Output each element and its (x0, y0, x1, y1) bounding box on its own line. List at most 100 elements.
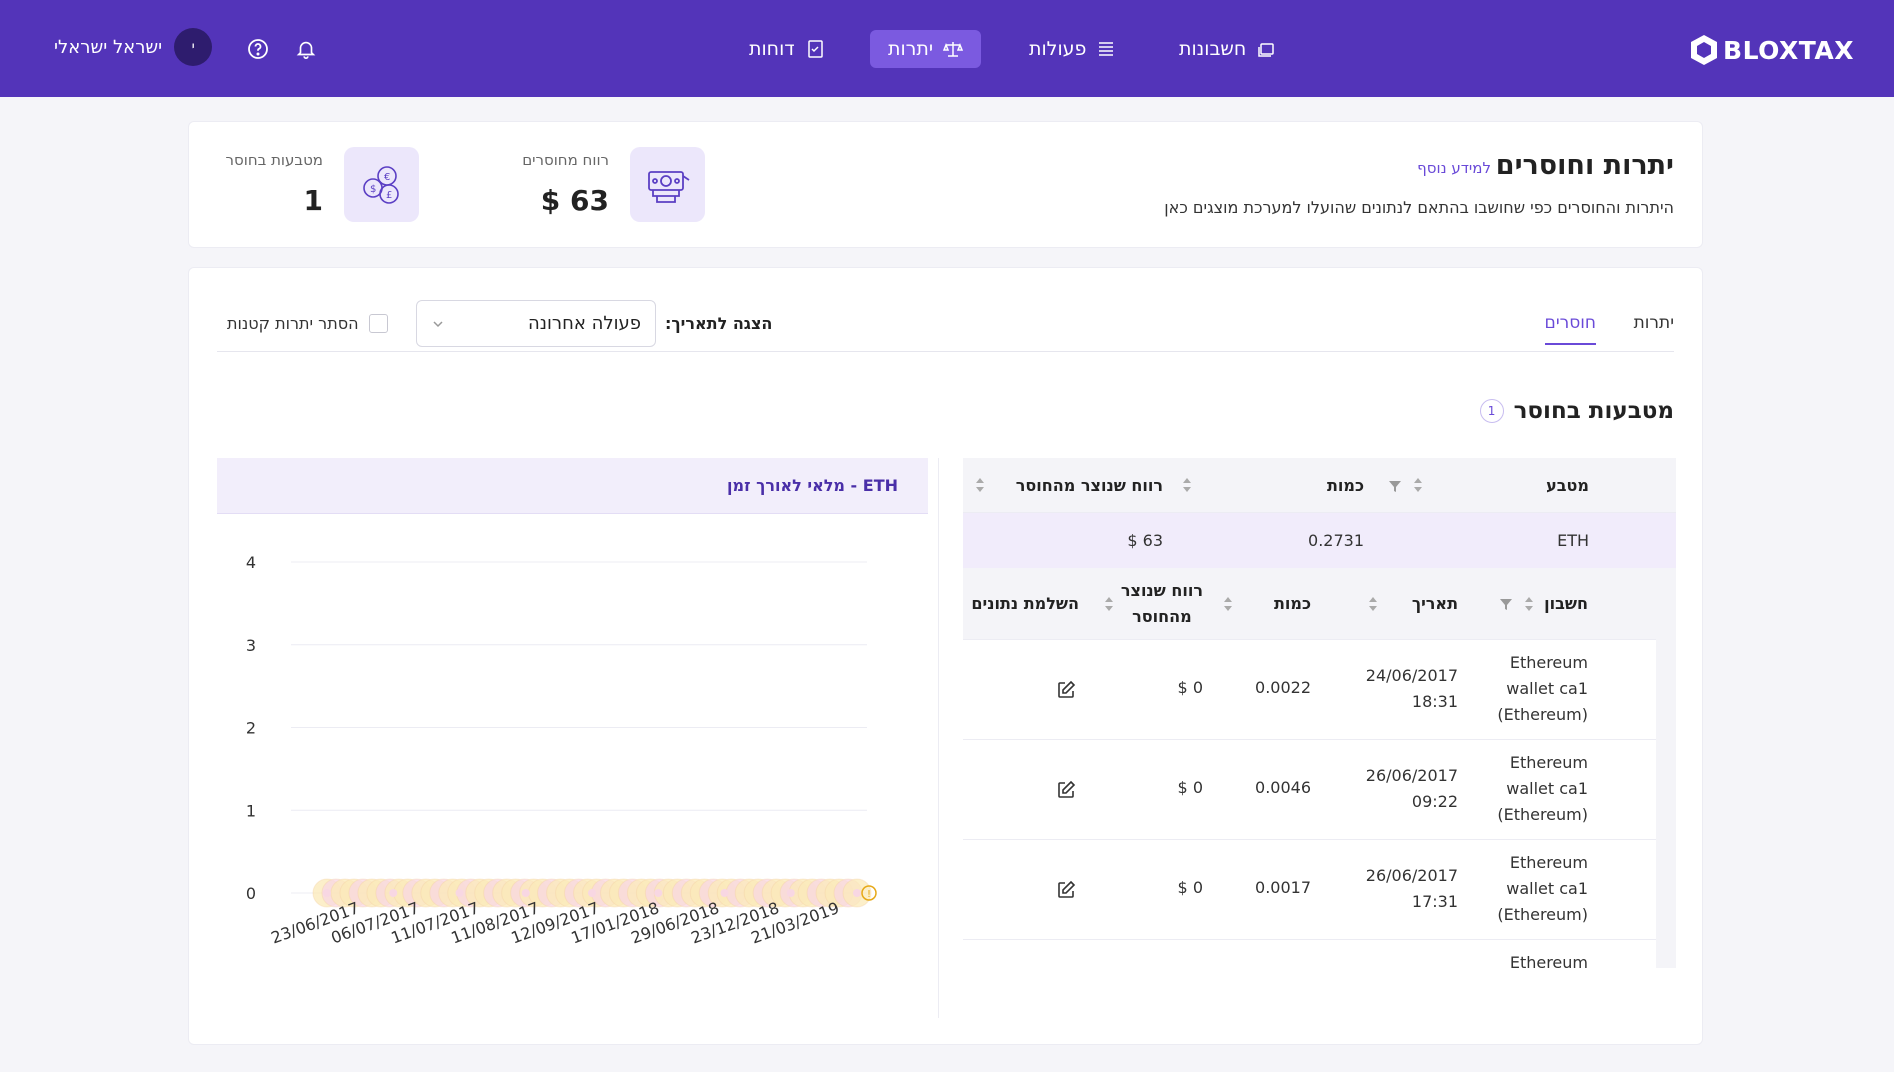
hide-small-label: הסתר יתרות קטנות (227, 314, 359, 333)
nav-actions[interactable]: פעולות (1011, 30, 1134, 68)
tab-balances[interactable]: יתרות (1633, 313, 1674, 333)
row-quantity: 0.0022 (1255, 678, 1311, 697)
data-point (588, 889, 596, 897)
filter-icon[interactable] (1499, 597, 1513, 611)
subheader-account[interactable]: חשבון (1544, 594, 1588, 613)
account-line: (Ethereum) (1497, 705, 1588, 724)
sort-icon[interactable] (1104, 595, 1114, 613)
table-row[interactable]: Ethereum wallet ca1 (Ethereum) 26/06/201… (963, 840, 1656, 940)
nav-accounts-label: חשבונות (1179, 38, 1247, 60)
row-profit: $ 0 (1177, 878, 1203, 897)
nav-actions-label: פעולות (1029, 38, 1087, 60)
sort-icon[interactable] (1413, 476, 1423, 494)
bell-icon[interactable] (295, 38, 317, 60)
alert-icon (861, 885, 877, 901)
section-title-text: מטבעות בחוסר (1513, 398, 1674, 424)
nav-balances[interactable]: יתרות (870, 30, 982, 68)
header-coin[interactable]: מטבע (1546, 476, 1589, 495)
nav-reports[interactable]: דוחות (731, 30, 843, 68)
date-filter-label: הצגה לתאריך: (665, 314, 773, 333)
user-menu[interactable]: ישראל ישראלי י (54, 28, 213, 66)
row-profit: $ 0 (1177, 678, 1203, 697)
data-point (786, 889, 795, 897)
page-title: יתרות וחוסרים (1495, 150, 1674, 181)
row-account: Ethereum wallet ca1 (Ethereum) (1478, 750, 1588, 828)
edit-icon[interactable] (1056, 880, 1076, 900)
sort-icon[interactable] (1368, 595, 1378, 613)
svg-text:£: £ (386, 190, 392, 201)
shortage-table: מטבע כמות רווח שנוצר מהחוסר ETH 0.2731 $… (963, 458, 1676, 968)
nav-accounts[interactable]: חשבונות (1161, 30, 1294, 68)
inventory-chart: 01234!23/06/201706/07/201711/07/201711/0… (246, 553, 877, 948)
tab-shortages[interactable]: חוסרים (1544, 313, 1596, 345)
header-profit[interactable]: רווח שנוצר מהחוסר (1015, 476, 1163, 495)
top-nav-bar: BLOXTAX חשבונות פעולות יתרות דוחות ישראל… (0, 0, 1894, 97)
edit-icon[interactable] (1056, 680, 1076, 700)
summary-quantity: 0.2731 (1308, 531, 1364, 550)
svg-text:$: $ (370, 184, 376, 195)
y-tick-label: 4 (246, 553, 256, 572)
sort-icon[interactable] (1524, 595, 1534, 613)
account-line: wallet ca1 (1506, 779, 1588, 798)
table-row[interactable]: Ethereum wallet ca1 (Ethereum) 24/06/201… (963, 640, 1656, 740)
data-point (323, 889, 331, 897)
row-account: Ethereum wallet ca1 (Ethereum) (1478, 650, 1588, 728)
coin-summary-row[interactable]: ETH 0.2731 $ 63 (963, 513, 1676, 568)
date-line: 26/06/2017 (1365, 766, 1458, 785)
summary-card: יתרות וחוסרים למידע נוסף היתרות והחוסרים… (188, 121, 1703, 248)
y-tick-label: 3 (246, 636, 256, 655)
filter-icon[interactable] (1388, 479, 1402, 493)
help-icon[interactable] (246, 37, 270, 61)
chart-title: ETH - מלאי לאורך זמן (727, 476, 898, 495)
y-tick-label: 1 (246, 801, 256, 820)
sort-icon[interactable] (1182, 476, 1192, 494)
alert-icon-mark: ! (867, 889, 871, 900)
scale-icon (943, 42, 964, 57)
account-line: Ethereum (1509, 753, 1588, 772)
folders-icon (1258, 43, 1275, 57)
row-date: 26/06/2017 09:22 (1338, 763, 1458, 815)
subheader-date[interactable]: תאריך (1411, 594, 1458, 613)
row-date: 26/06/2017 17:31 (1338, 863, 1458, 915)
date-select[interactable]: פעולה אחרונה (416, 300, 656, 347)
bloxtax-logo[interactable]: BLOXTAX (1689, 30, 1854, 70)
sort-icon[interactable] (1223, 595, 1233, 613)
subheader-profit-line1: רווח שנוצר (1120, 581, 1203, 600)
row-quantity: 0.0046 (1255, 778, 1311, 797)
data-point (521, 889, 530, 897)
subheader-complete[interactable]: השלמת נתונים (971, 594, 1079, 613)
subheader-quantity[interactable]: כמות (1273, 594, 1311, 613)
main-card: יתרות חוסרים הצגה לתאריך: פעולה אחרונה ה… (188, 267, 1703, 1045)
list-icon (1099, 42, 1114, 56)
subheader-profit[interactable]: רווח שנוצר מהחוסר (1121, 578, 1203, 630)
date-select-value: פעולה אחרונה (528, 313, 641, 334)
hide-small-checkbox[interactable] (368, 314, 388, 333)
data-point (654, 889, 663, 897)
account-line: Ethereum (1509, 853, 1588, 872)
table-row[interactable]: Ethereum wallet ca1 (Ethereum) 26/06/201… (963, 740, 1656, 840)
data-point (455, 889, 464, 897)
date-line: 24/06/2017 (1365, 666, 1458, 685)
time-line: 09:22 (1411, 792, 1458, 811)
hide-small-toggle[interactable]: הסתר יתרות קטנות (227, 314, 388, 333)
header-quantity[interactable]: כמות (1326, 476, 1364, 495)
account-line: wallet ca1 (1506, 879, 1588, 898)
account-line: Ethereum (1509, 653, 1588, 672)
count-badge: 1 (1479, 399, 1504, 423)
table-row[interactable]: Ethereum (963, 940, 1656, 968)
y-tick-label: 0 (246, 884, 256, 903)
user-name: ישראל ישראלי (54, 36, 163, 58)
edit-icon[interactable] (1056, 780, 1076, 800)
avatar: י (174, 28, 213, 66)
sort-icon[interactable] (975, 476, 985, 494)
table-scrollbar[interactable] (1656, 568, 1676, 968)
more-info-link[interactable]: למידע נוסף (1417, 159, 1491, 177)
panel-divider (938, 458, 939, 1018)
coins-icon: € $ £ (344, 147, 419, 222)
data-point (853, 889, 861, 897)
account-line: (Ethereum) (1497, 905, 1588, 924)
page-description: היתרות והחוסרים כפי שחושבו בהתאם לנתונים… (1164, 198, 1674, 217)
account-line: Ethereum (1509, 953, 1588, 968)
bloxtax-logo-icon (1691, 35, 1718, 65)
row-account: Ethereum (1478, 950, 1588, 968)
